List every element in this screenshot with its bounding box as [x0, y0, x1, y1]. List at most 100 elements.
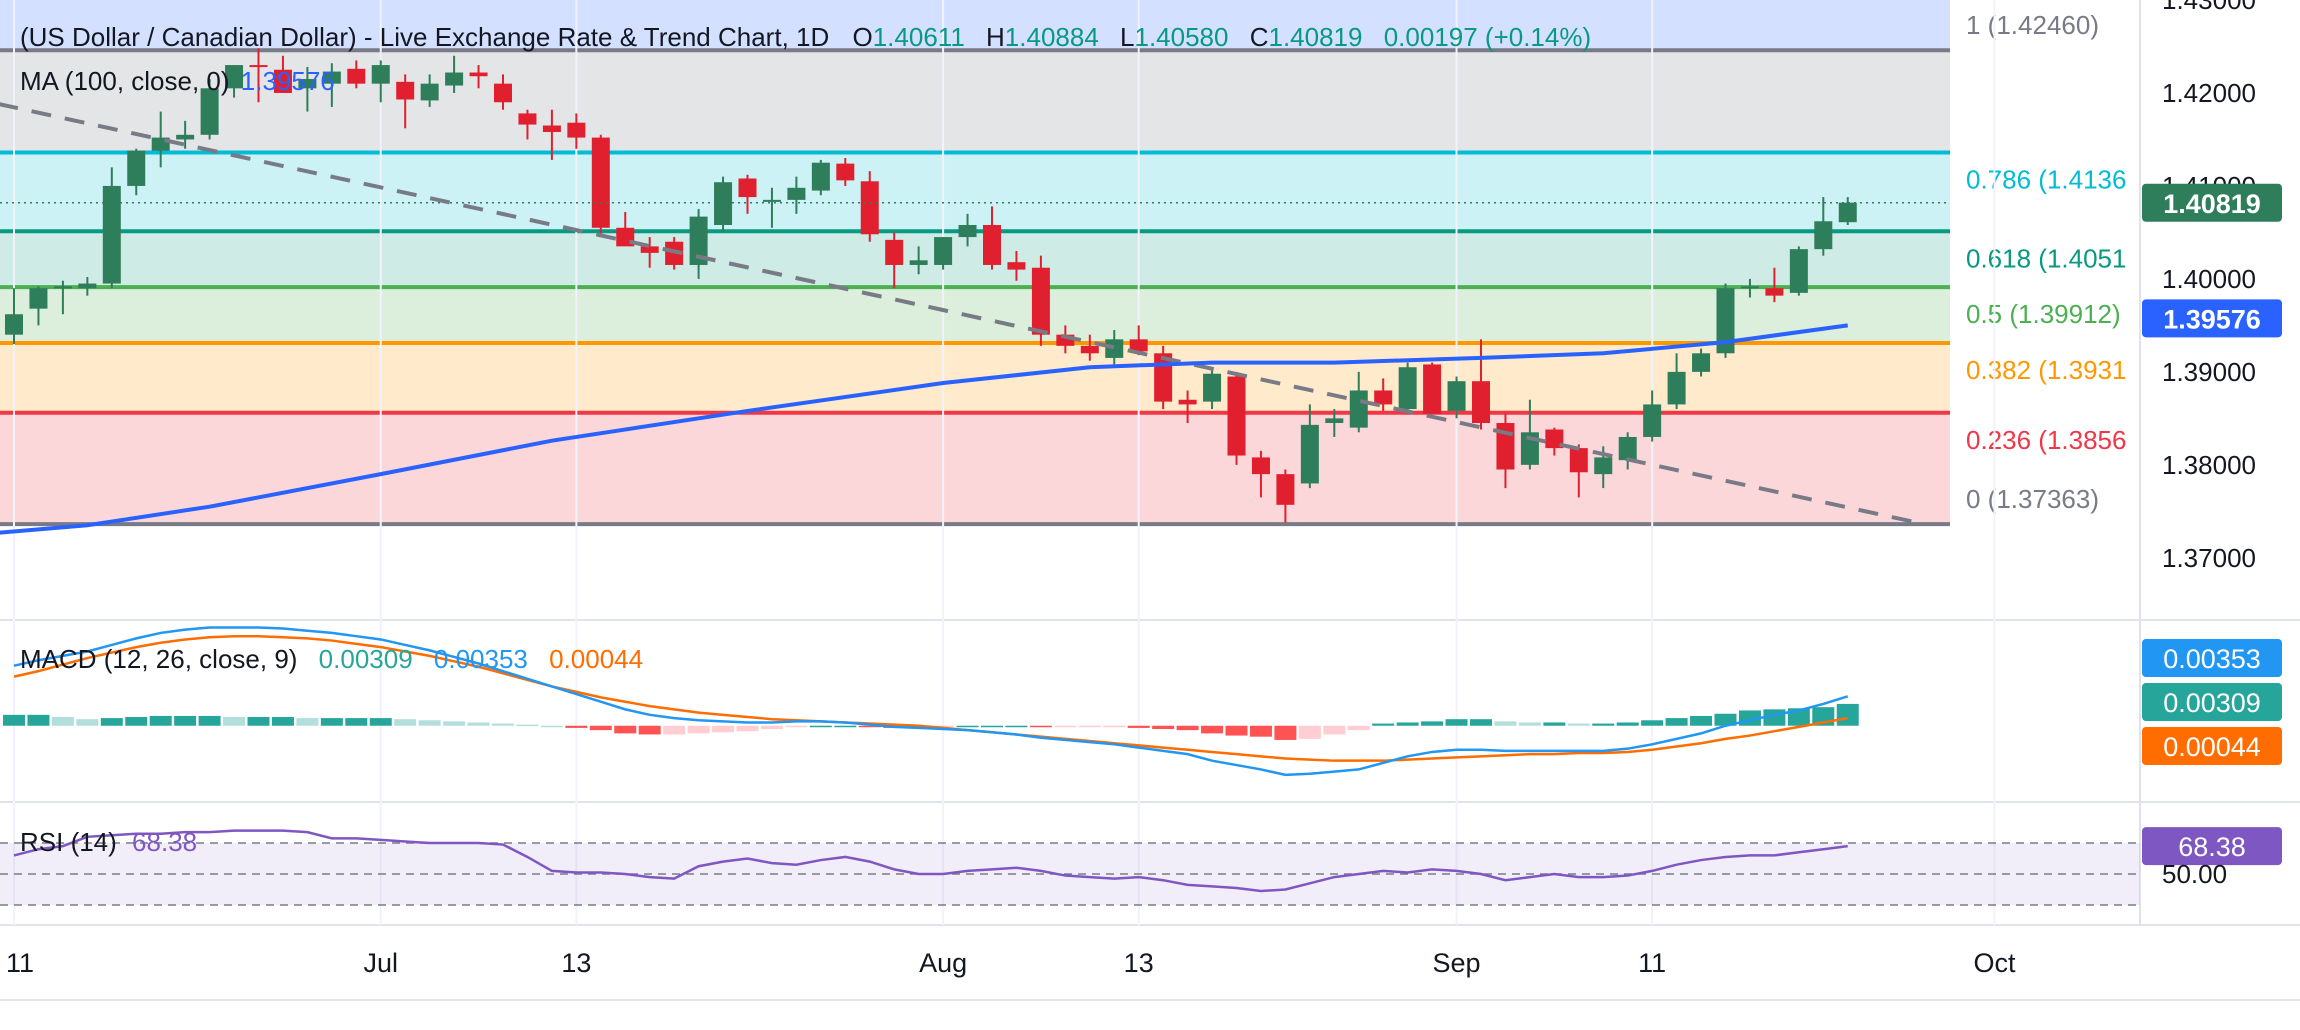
- candle-body: [1838, 202, 1857, 223]
- candle-body: [836, 163, 855, 181]
- background-layer: [0, 0, 2300, 1001]
- macd-histogram-bar: [1567, 723, 1590, 726]
- macd-histogram-bar: [1005, 725, 1028, 728]
- macd-badge: [2142, 727, 2282, 765]
- ma-legend-value: 1.39576: [241, 66, 335, 96]
- time-tick-label: 11: [6, 948, 34, 978]
- candle-body: [1789, 249, 1808, 293]
- fib-band: [0, 231, 1950, 288]
- candle-body: [762, 199, 781, 202]
- candle-body: [29, 288, 48, 309]
- time-tick-label: Sep: [1433, 948, 1481, 978]
- candle-body: [1276, 474, 1295, 505]
- ma-legend[interactable]: MA (100, close, 0) 1.39576: [20, 66, 335, 96]
- close-value: 1.40819: [1268, 22, 1362, 52]
- close-label: C: [1250, 22, 1269, 52]
- candle-body: [1178, 399, 1197, 405]
- macd-legend-label: MACD (12, 26, close, 9): [20, 644, 297, 674]
- macd-histogram-bar: [760, 725, 783, 730]
- macd-histogram-bar: [27, 714, 50, 726]
- candle-body: [1716, 288, 1735, 354]
- candle-body: [518, 113, 537, 125]
- change-value: 0.00197 (+0.14%): [1384, 22, 1591, 52]
- candle-body: [1472, 381, 1490, 424]
- candle-body: [542, 125, 561, 133]
- fibonacci-retracement[interactable]: 1 (1.42460) 0.786 (1.4136 0.618 (1.4051 0.5…: [0, 0, 2126, 527]
- macd-histogram-bar: [516, 724, 539, 727]
- macd-histogram-bar: [1592, 723, 1615, 726]
- rsi-legend-label: RSI (14): [20, 827, 117, 857]
- candle-body: [1251, 457, 1270, 475]
- macd-histogram-bar: [271, 717, 294, 726]
- candle-body: [494, 83, 512, 103]
- macd-legend-v1: 0.00309: [319, 644, 413, 674]
- fib-band: [0, 152, 1950, 232]
- candle-body: [1618, 436, 1637, 461]
- chart-title: (US Dollar / Canadian Dollar) - Live Exc…: [20, 22, 829, 52]
- price-badge: [2142, 299, 2282, 338]
- candle-body: [322, 71, 341, 84]
- open-value: 1.40611: [873, 22, 965, 52]
- candle-body: [469, 72, 488, 77]
- candle-body: [420, 83, 439, 101]
- macd-histogram-bar: [394, 719, 417, 726]
- fib-extension-band: [0, 0, 1950, 51]
- candle-body: [102, 185, 121, 284]
- candle-body: [885, 239, 904, 265]
- candle-body: [1594, 457, 1613, 475]
- candle-body: [811, 162, 830, 191]
- macd-legend[interactable]: MACD (12, 26, close, 9) 0.00309 0.00353 …: [20, 644, 643, 674]
- candle-body: [1447, 381, 1466, 411]
- macd-histogram-bar: [1714, 713, 1737, 726]
- macd-histogram-bar: [1298, 725, 1321, 739]
- macd-histogram-bar: [712, 725, 735, 733]
- candle-body: [934, 237, 953, 265]
- candle-body: [714, 182, 733, 225]
- candle-body: [225, 65, 244, 89]
- macd-legend-v3: 0.00044: [549, 644, 643, 674]
- candle-body: [1374, 390, 1393, 405]
- candle-body: [1129, 339, 1148, 352]
- candle-body: [396, 81, 415, 100]
- macd-histogram-bar: [443, 721, 466, 726]
- price-tick-label: 1.38000: [2162, 450, 2256, 480]
- candle-body: [689, 216, 708, 265]
- candle-body: [298, 79, 317, 89]
- candle-body: [1325, 418, 1344, 424]
- price-axis[interactable]: 1.430001.420001.410001.400001.390001.380…: [2142, 0, 2282, 573]
- candle-body: [371, 65, 390, 84]
- fib-level-label: 1 (1.42460): [1966, 10, 2099, 40]
- rsi-badge-label: 68.38: [2178, 832, 2246, 862]
- macd-histogram-bar: [834, 725, 857, 728]
- macd-histogram-bar: [1616, 722, 1639, 726]
- macd-histogram-bar: [1225, 725, 1248, 736]
- candle-body: [1765, 288, 1784, 296]
- time-tick-label: Aug: [919, 948, 967, 978]
- moving-average-line: [0, 323, 1849, 535]
- macd-histogram-bar: [1690, 715, 1713, 726]
- macd-histogram-bar: [467, 722, 490, 726]
- macd-histogram-bar: [809, 725, 832, 728]
- time-axis[interactable]: 11 Jul 13 Aug 13 Sep 11 Oct: [6, 948, 2016, 978]
- macd-histogram-bar: [492, 723, 514, 726]
- macd-histogram-bar: [76, 719, 99, 726]
- macd-histogram-bar: [1323, 725, 1346, 735]
- macd-histogram-bar: [369, 718, 392, 726]
- svg-text:MACD (12, 26, close, 9): MACD (12, 26, close, 9) 0.00309 0.00353 …: [20, 644, 643, 674]
- candle-body: [860, 181, 879, 235]
- rsi-line: [13, 829, 1848, 893]
- macd-histogram-bar: [1665, 718, 1688, 726]
- rsi-legend-value: 68.38: [132, 827, 197, 857]
- fib-level-label: 0.618 (1.4051: [1966, 243, 2126, 273]
- macd-pane[interactable]: 0.00353 0.00309 0.00044: [3, 626, 2282, 777]
- candle-body: [958, 224, 977, 238]
- macd-histogram-bar: [981, 725, 1003, 728]
- price-badge-label: 1.40819: [2163, 189, 2261, 219]
- macd-histogram-bar: [1347, 725, 1370, 731]
- rsi-legend[interactable]: RSI (14) 68.38: [20, 827, 197, 857]
- price-badge-label: 1.39576: [2163, 304, 2261, 334]
- open-label: O: [852, 22, 872, 52]
- macd-histogram-bar: [932, 725, 955, 728]
